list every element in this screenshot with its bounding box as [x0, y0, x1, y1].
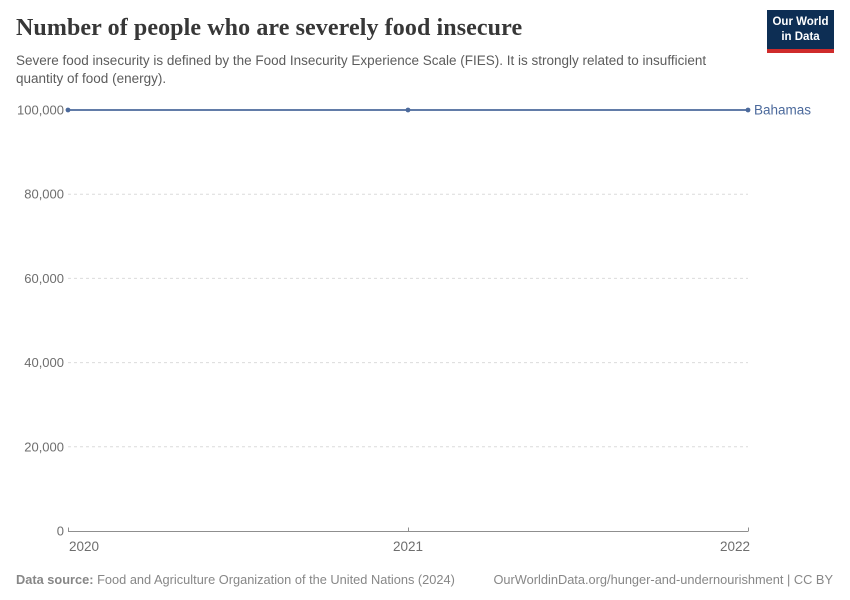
data-point[interactable]: [745, 107, 751, 113]
x-tick-label: 2022: [720, 539, 750, 554]
y-tick-label: 60,000: [24, 271, 64, 286]
data-source-value: Food and Agriculture Organization of the…: [97, 572, 455, 587]
y-tick-label: 100,000: [17, 103, 64, 118]
data-source-text: Data source: Food and Agriculture Organi…: [16, 572, 455, 587]
footer-link[interactable]: OurWorldinData.org/hunger-and-undernouri…: [493, 572, 833, 587]
x-tick-label: 2021: [393, 539, 423, 554]
y-tick-label: 80,000: [24, 187, 64, 202]
data-point[interactable]: [405, 107, 411, 113]
owid-logo[interactable]: Our World in Data: [767, 10, 834, 53]
owid-logo-line1: Our World: [772, 15, 829, 28]
x-tick-label: 2020: [69, 539, 99, 554]
page-title: Number of people who are severely food i…: [16, 15, 523, 41]
y-tick-label: 20,000: [24, 439, 64, 454]
data-source-label: Data source:: [16, 572, 94, 587]
y-tick-label: 40,000: [24, 355, 64, 370]
data-point[interactable]: [65, 107, 71, 113]
series-label[interactable]: Bahamas: [754, 103, 811, 118]
y-tick-label: 0: [57, 524, 64, 539]
chart-footer: Data source: Food and Agriculture Organi…: [16, 572, 833, 587]
chart-subtitle: Severe food insecurity is defined by the…: [16, 53, 707, 86]
owid-logo-line2: in Data: [781, 30, 820, 43]
